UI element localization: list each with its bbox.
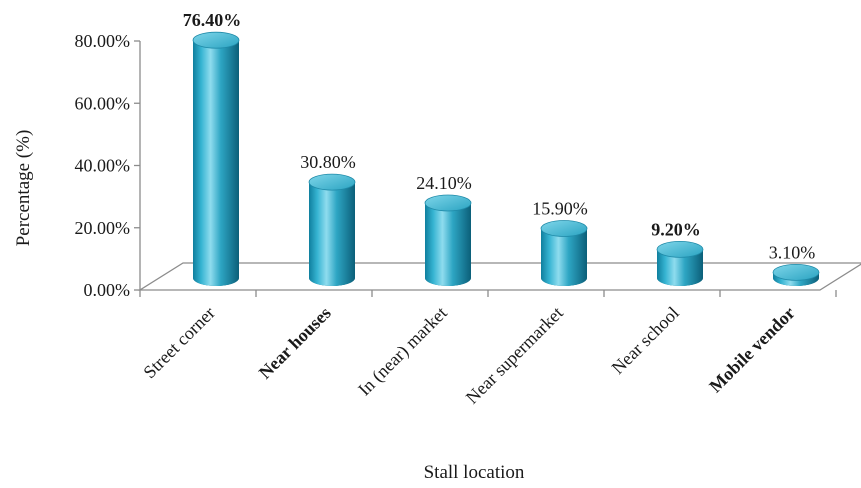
y-tick-label: 60.00% [75,93,131,113]
bar-bottom-curve [425,277,471,286]
bar-bottom-curve [309,277,355,286]
bar-top [424,194,472,212]
bar-1 [308,173,356,286]
y-tick-label: 40.00% [75,156,131,176]
bar-top [308,173,356,191]
bar-3 [540,220,588,286]
bar-2 [424,194,472,286]
bar-bottom-curve [657,277,703,286]
bar-body [309,182,355,278]
bar-5 [772,263,820,286]
x-category-label: Near houses [255,303,335,383]
data-label: 76.40% [183,10,242,30]
x-axis-title: Stall location [424,462,525,483]
bar-top [540,220,588,237]
y-tick-label: 20.00% [75,218,131,238]
x-category-label: Near school [608,303,683,378]
bar-top [192,31,240,49]
bar-0 [192,31,240,286]
data-label: 30.80% [300,152,356,172]
bar-bottom-curve [541,277,587,286]
x-category-label: Near supermarket [462,303,567,408]
bar-top [656,240,704,258]
chart-floor [137,262,861,291]
bar-top [772,263,820,281]
bar-body [193,40,239,278]
y-tick-label: 0.00% [84,280,131,300]
bar-body [425,202,471,278]
y-axis-title: Percentage (%) [13,130,34,247]
data-label: 3.10% [769,242,816,262]
x-category-label: Mobile vendor [705,303,799,397]
bar-4 [656,240,704,286]
data-label: 15.90% [532,199,588,219]
data-label: 24.10% [416,173,472,193]
y-tick-label: 80.00% [75,31,131,51]
x-category-label: Street corner [139,303,219,383]
bar-bottom-curve [193,277,239,286]
data-label: 9.20% [651,219,701,239]
x-category-label: In (near) market [354,303,452,401]
